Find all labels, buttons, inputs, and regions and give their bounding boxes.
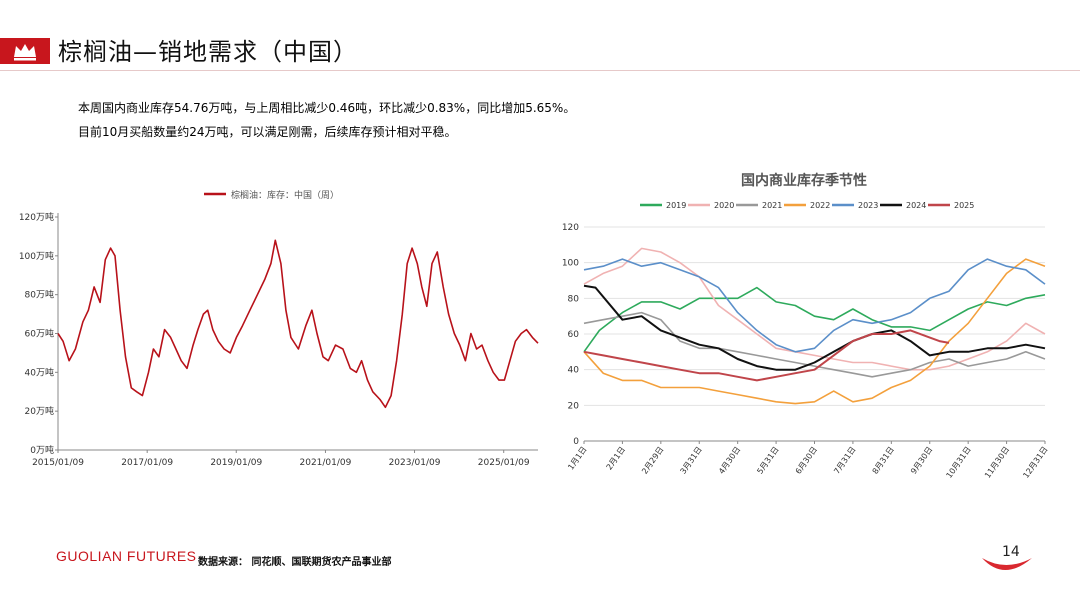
title-bar: 棕榈油—销地需求（中国） [0, 26, 1080, 76]
y-tick-label: 120 [562, 223, 579, 233]
series-line-2021 [583, 311, 1046, 378]
x-tick-label: 9月30日 [909, 445, 934, 476]
series-line [57, 239, 539, 409]
x-tick-label: 2015/01/09 [32, 458, 84, 468]
x-tick-label: 8月31日 [871, 445, 896, 476]
chart-title: 国内商业库存季节性 [741, 172, 867, 189]
series-line-2025 [583, 329, 950, 382]
series-line-2019 [583, 286, 1046, 353]
y-tick-label: 100万吨 [19, 250, 54, 262]
x-tick-label: 10月31日 [945, 445, 973, 480]
legend-label: 2025 [954, 201, 974, 210]
x-tick-label: 6月30日 [794, 445, 819, 476]
y-tick-label: 100 [562, 259, 579, 269]
series-line-2022 [583, 258, 1046, 405]
legend-label: 2019 [666, 201, 686, 210]
crown-icon [14, 44, 36, 61]
x-tick-label: 12月31日 [1021, 445, 1049, 480]
x-tick-label: 11月30日 [983, 445, 1011, 480]
legend-label: 2022 [810, 201, 830, 210]
y-tick-label: 0 [573, 437, 579, 447]
x-tick-label: 7月31日 [832, 445, 857, 476]
x-tick-label: 2019/01/09 [210, 458, 262, 468]
page-title: 棕榈油—销地需求（中国） [58, 38, 358, 66]
y-tick-label: 120万吨 [19, 211, 54, 223]
legend-label: 2020 [714, 201, 734, 210]
summary-line-2: 目前10月买船数量约24万吨，可以满足刚需，后续库存预计相对平稳。 [78, 125, 457, 139]
series-line-2023 [583, 258, 1046, 353]
y-tick-label: 40 [568, 366, 580, 376]
x-tick-label: 3月31日 [679, 445, 704, 476]
series-line-2024 [583, 284, 1046, 371]
x-tick-label: 2021/01/09 [300, 458, 352, 468]
x-tick-label: 5月31日 [755, 445, 780, 476]
footer-brand: GUOLIAN FUTURES [56, 548, 197, 564]
y-tick-label: 80万吨 [25, 289, 54, 301]
y-tick-label: 20 [568, 401, 580, 411]
y-tick-label: 60万吨 [25, 328, 54, 340]
x-tick-label: 2017/01/09 [121, 458, 173, 468]
legend-label: 棕榈油：库存：中国（周） [231, 189, 339, 201]
page-number: 14 [1002, 544, 1020, 560]
summary-line-1: 本周国内商业库存54.76万吨，与上周相比减少0.46吨，环比减少0.83%，同… [78, 101, 576, 115]
x-tick-label: 2月29日 [640, 445, 665, 476]
inventory-history-chart: 棕榈油：库存：中国（周） 0万吨 20万吨 40万吨 60万吨 80万吨 100万吨 120万… [19, 189, 539, 468]
legend-label: 2021 [762, 201, 782, 210]
legend-label: 2023 [858, 201, 878, 210]
y-tick-label: 0万吨 [30, 444, 54, 456]
x-tick-label: 2月1日 [605, 445, 627, 472]
y-tick-label: 20万吨 [25, 405, 54, 417]
title-badge [0, 38, 50, 64]
inventory-seasonal-chart: 国内商业库存季节性 2019 2020 2021 2022 2023 2024 2025 0 20… [562, 172, 1050, 480]
y-tick-label: 80 [568, 294, 580, 304]
series-line-2020 [583, 247, 1046, 371]
title-divider [0, 70, 1080, 71]
y-tick-label: 40万吨 [25, 366, 54, 378]
legend-label: 2024 [906, 201, 926, 210]
summary: 本周国内商业库存54.76万吨，与上周相比减少0.46吨，环比减少0.83%，同… [78, 96, 575, 144]
x-tick-label: 2023/01/09 [389, 458, 441, 468]
x-tick-label: 1月1日 [566, 445, 588, 472]
page-corner-icon [982, 558, 1032, 570]
y-tick-label: 60 [568, 330, 580, 340]
x-tick-label: 2025/01/09 [478, 458, 530, 468]
x-tick-label: 4月30日 [717, 445, 742, 476]
footer-source: 数据来源： 同花顺、国联期货农产品事业部 [198, 557, 392, 568]
